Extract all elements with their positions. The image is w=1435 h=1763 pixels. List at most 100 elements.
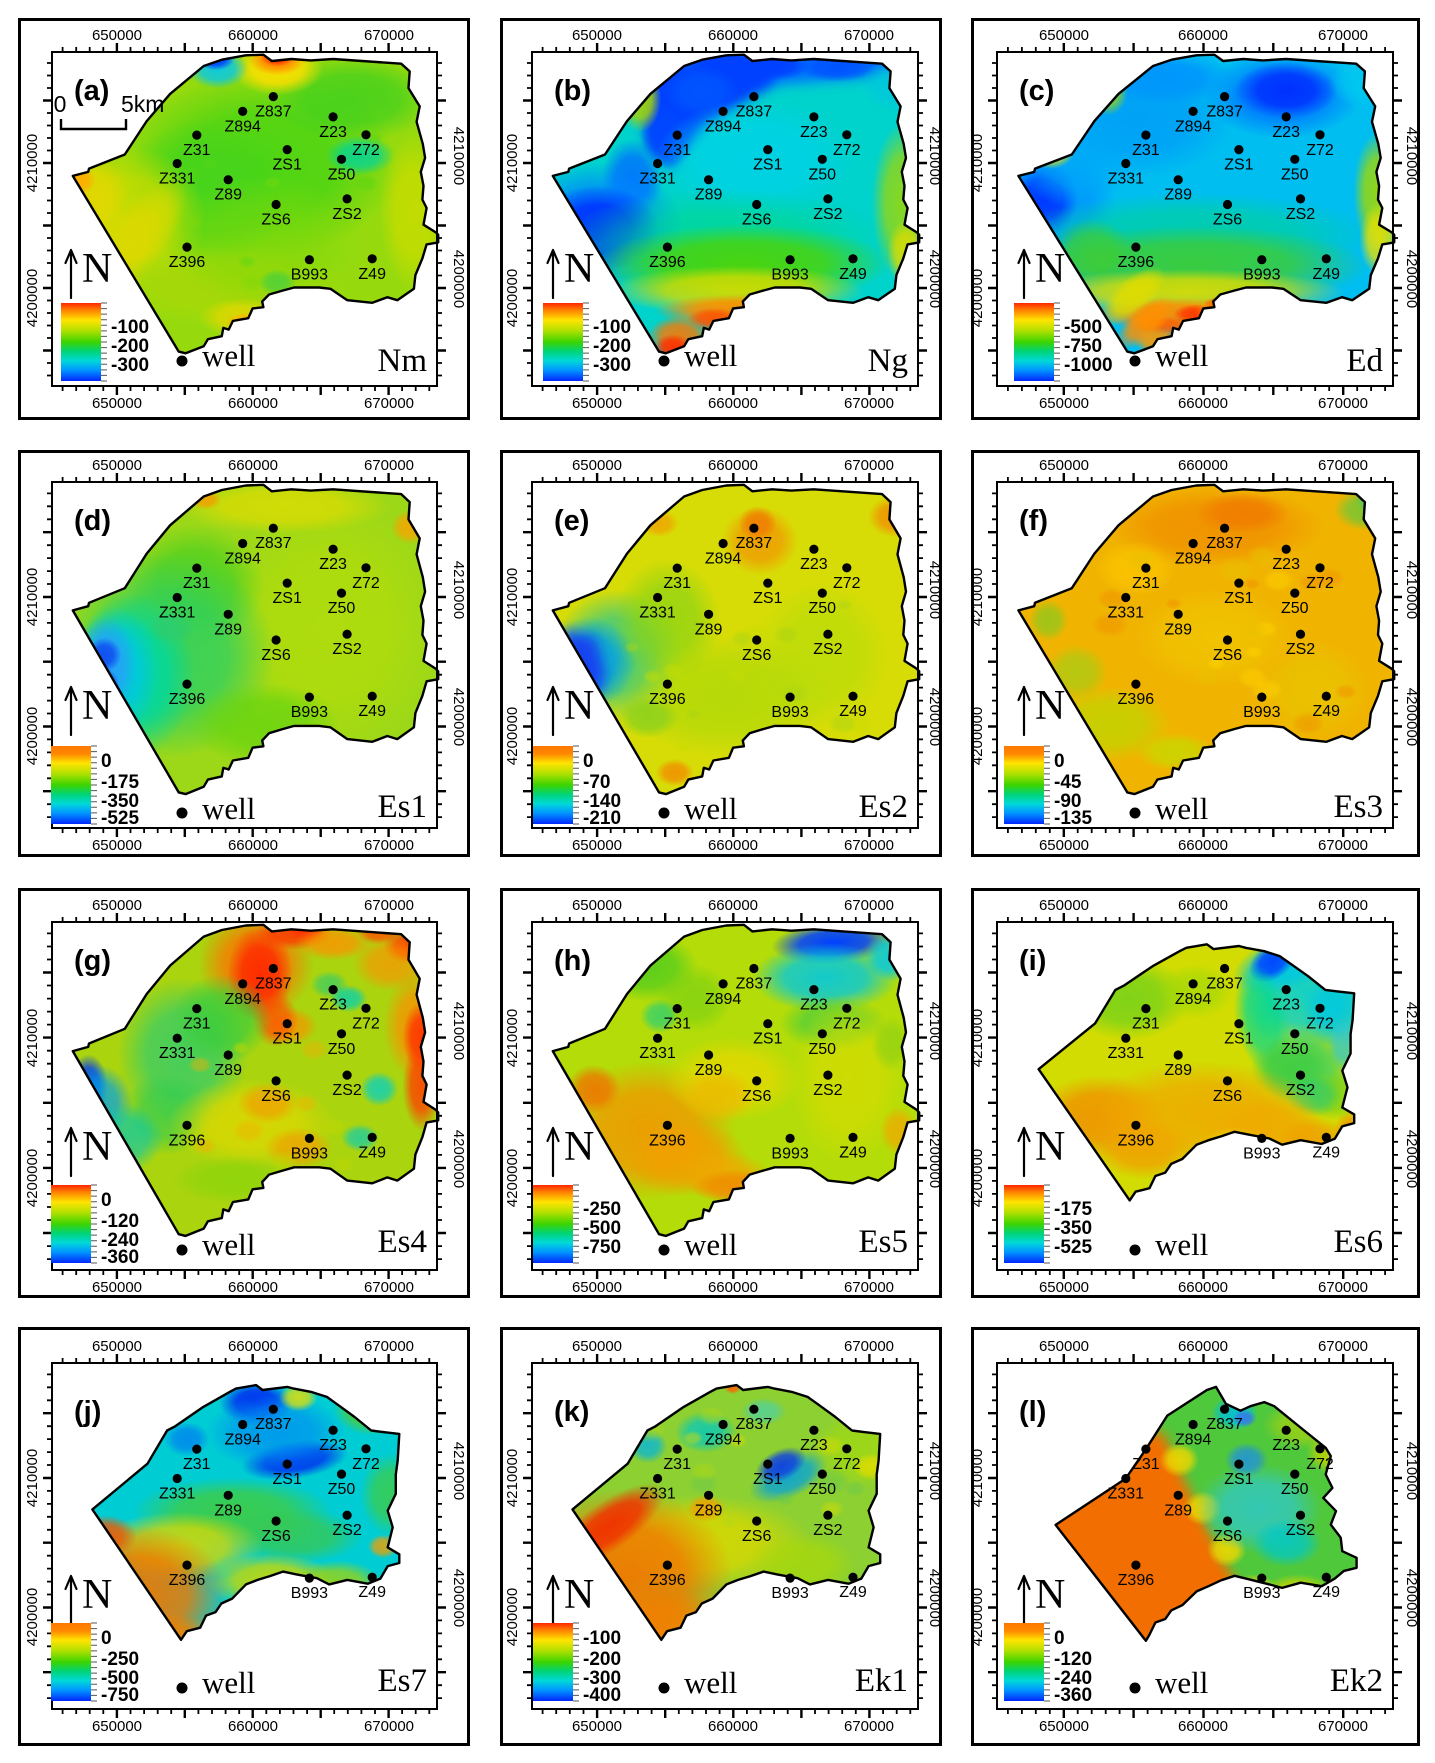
svg-text:Z72: Z72: [352, 1015, 380, 1032]
svg-text:Z50: Z50: [328, 600, 356, 617]
svg-text:650000: 650000: [92, 1718, 142, 1735]
svg-text:-100: -100: [583, 1628, 621, 1649]
svg-text:ZS2: ZS2: [1286, 641, 1315, 658]
svg-text:660000: 660000: [228, 27, 278, 44]
svg-text:N: N: [564, 1124, 594, 1170]
svg-text:Z49: Z49: [1313, 266, 1341, 283]
svg-text:N: N: [564, 1572, 594, 1618]
svg-text:4200000: 4200000: [450, 250, 467, 308]
svg-text:B993: B993: [291, 267, 328, 284]
svg-text:660000: 660000: [1178, 837, 1228, 854]
svg-text:ZS6: ZS6: [261, 212, 290, 229]
svg-text:4200000: 4200000: [504, 269, 521, 327]
svg-text:Z89: Z89: [214, 187, 242, 204]
svg-text:Es7: Es7: [378, 1663, 428, 1699]
svg-text:650000: 650000: [572, 837, 622, 854]
svg-text:Z331: Z331: [639, 1045, 676, 1062]
svg-text:Z49: Z49: [1313, 1144, 1341, 1161]
svg-text:N: N: [564, 246, 594, 292]
svg-text:650000: 650000: [92, 395, 142, 412]
svg-text:4200000: 4200000: [24, 1588, 41, 1646]
svg-text:well: well: [202, 1227, 255, 1262]
svg-text:B993: B993: [1243, 1145, 1280, 1162]
svg-text:(l): (l): [1019, 1396, 1046, 1428]
svg-text:Z49: Z49: [839, 266, 867, 283]
svg-text:650000: 650000: [1039, 395, 1089, 412]
svg-text:670000: 670000: [1318, 1338, 1368, 1355]
svg-text:Z23: Z23: [800, 997, 828, 1014]
svg-text:4200000: 4200000: [504, 707, 521, 765]
svg-text:(a): (a): [74, 75, 109, 107]
svg-text:650000: 650000: [1039, 837, 1089, 854]
svg-text:4210000: 4210000: [926, 1002, 943, 1060]
svg-text:Z23: Z23: [1272, 556, 1300, 573]
svg-text:-500: -500: [1064, 317, 1102, 338]
svg-text:650000: 650000: [92, 1338, 142, 1355]
svg-text:670000: 670000: [844, 1279, 894, 1296]
svg-text:Z72: Z72: [1306, 1456, 1334, 1473]
svg-text:4200000: 4200000: [1403, 688, 1420, 746]
svg-text:(f): (f): [1019, 505, 1048, 537]
svg-text:650000: 650000: [1039, 1279, 1089, 1296]
svg-text:(j): (j): [74, 1396, 101, 1428]
svg-text:0: 0: [1054, 1628, 1065, 1649]
svg-text:4210000: 4210000: [504, 1009, 521, 1067]
svg-text:ZS1: ZS1: [1224, 1031, 1253, 1048]
svg-text:660000: 660000: [1178, 395, 1228, 412]
svg-text:4210000: 4210000: [1403, 127, 1420, 185]
svg-text:Z31: Z31: [1132, 1016, 1160, 1033]
svg-text:ZS6: ZS6: [742, 1088, 771, 1105]
svg-text:N: N: [82, 246, 112, 292]
svg-text:Z72: Z72: [352, 575, 380, 592]
svg-text:4210000: 4210000: [1403, 561, 1420, 619]
svg-text:Es1: Es1: [378, 789, 428, 825]
svg-text:ZS6: ZS6: [742, 647, 771, 664]
svg-text:B993: B993: [291, 1585, 328, 1602]
svg-text:Z894: Z894: [224, 551, 261, 568]
svg-text:ZS1: ZS1: [753, 1471, 782, 1488]
svg-text:4210000: 4210000: [504, 134, 521, 192]
svg-text:Z49: Z49: [839, 703, 867, 720]
svg-text:B993: B993: [771, 1145, 808, 1162]
svg-text:ZS6: ZS6: [261, 1528, 290, 1545]
svg-text:Z396: Z396: [169, 1132, 206, 1149]
svg-text:Z31: Z31: [663, 575, 691, 592]
svg-text:Es2: Es2: [859, 789, 909, 825]
svg-text:well: well: [684, 1665, 737, 1700]
svg-text:Z72: Z72: [833, 142, 861, 159]
svg-text:Z89: Z89: [695, 1502, 723, 1519]
svg-text:N: N: [1035, 1124, 1065, 1170]
svg-text:Z89: Z89: [214, 1502, 242, 1519]
svg-text:(b): (b): [554, 75, 591, 107]
svg-text:ZS1: ZS1: [273, 1471, 302, 1488]
svg-text:Z89: Z89: [695, 621, 723, 638]
svg-text:Z331: Z331: [159, 1486, 196, 1503]
svg-text:Z50: Z50: [809, 1481, 837, 1498]
svg-text:660000: 660000: [708, 395, 758, 412]
svg-text:B993: B993: [771, 267, 808, 284]
svg-text:well: well: [684, 1227, 737, 1262]
svg-text:Z89: Z89: [1164, 1062, 1192, 1079]
svg-text:-70: -70: [583, 772, 610, 793]
svg-text:Z837: Z837: [255, 976, 292, 993]
svg-text:4200000: 4200000: [450, 1569, 467, 1627]
svg-text:Z837: Z837: [1206, 1416, 1243, 1433]
svg-text:ZS6: ZS6: [1213, 212, 1242, 229]
svg-text:4200000: 4200000: [926, 250, 943, 308]
svg-text:Z331: Z331: [1108, 171, 1145, 188]
svg-text:Z894: Z894: [1175, 118, 1212, 135]
svg-text:-210: -210: [583, 808, 621, 829]
svg-text:ZS2: ZS2: [1286, 1082, 1315, 1099]
svg-text:Z72: Z72: [1306, 575, 1334, 592]
svg-text:4200000: 4200000: [24, 707, 41, 765]
svg-text:-750: -750: [583, 1237, 621, 1258]
svg-text:-400: -400: [583, 1685, 621, 1706]
svg-text:Es5: Es5: [859, 1224, 909, 1260]
svg-text:-250: -250: [583, 1199, 621, 1220]
svg-text:660000: 660000: [1178, 457, 1228, 474]
svg-text:Z894: Z894: [1175, 991, 1212, 1008]
svg-text:650000: 650000: [92, 27, 142, 44]
svg-text:Z49: Z49: [839, 1584, 867, 1601]
svg-text:Z50: Z50: [809, 1041, 837, 1058]
svg-text:ZS2: ZS2: [813, 641, 842, 658]
